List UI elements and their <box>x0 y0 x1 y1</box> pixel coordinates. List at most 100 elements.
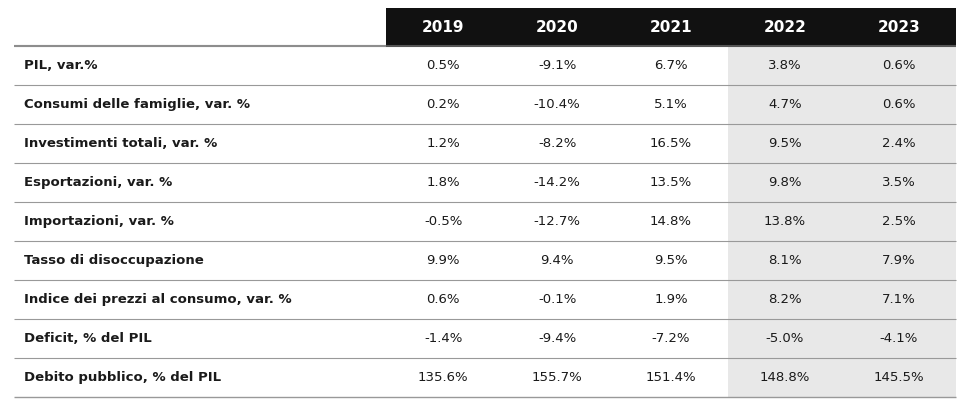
Text: 155.7%: 155.7% <box>532 371 582 384</box>
Text: 2022: 2022 <box>763 19 807 34</box>
Bar <box>728 124 842 163</box>
Text: Importazioni, var. %: Importazioni, var. % <box>24 215 174 228</box>
Bar <box>728 202 842 241</box>
Bar <box>500 124 614 163</box>
Text: -9.4%: -9.4% <box>538 332 576 345</box>
Text: 3.8%: 3.8% <box>768 59 802 72</box>
Text: 16.5%: 16.5% <box>650 137 692 150</box>
Text: Indice dei prezzi al consumo, var. %: Indice dei prezzi al consumo, var. % <box>24 293 292 306</box>
Bar <box>387 241 500 280</box>
Text: 0.6%: 0.6% <box>426 293 460 306</box>
Bar <box>500 202 614 241</box>
Bar <box>500 163 614 202</box>
Bar <box>614 241 728 280</box>
Text: 9.5%: 9.5% <box>768 137 802 150</box>
Text: -0.1%: -0.1% <box>538 293 576 306</box>
Bar <box>614 202 728 241</box>
Bar <box>842 163 956 202</box>
Text: PIL, var.%: PIL, var.% <box>24 59 97 72</box>
Text: 5.1%: 5.1% <box>655 98 688 111</box>
Bar <box>728 8 842 46</box>
Text: Investimenti totali, var. %: Investimenti totali, var. % <box>24 137 217 150</box>
Bar <box>728 163 842 202</box>
Bar <box>614 85 728 124</box>
Bar <box>14 8 387 46</box>
Text: 148.8%: 148.8% <box>760 371 810 384</box>
Text: -0.5%: -0.5% <box>424 215 463 228</box>
Text: 1.9%: 1.9% <box>655 293 688 306</box>
Text: 13.8%: 13.8% <box>763 215 806 228</box>
Text: 0.5%: 0.5% <box>426 59 460 72</box>
Bar <box>842 319 956 358</box>
Text: -10.4%: -10.4% <box>534 98 580 111</box>
Bar <box>728 46 842 85</box>
Text: Consumi delle famiglie, var. %: Consumi delle famiglie, var. % <box>24 98 250 111</box>
Text: 9.4%: 9.4% <box>540 254 574 267</box>
Bar <box>500 241 614 280</box>
Text: -5.0%: -5.0% <box>765 332 804 345</box>
Bar <box>14 163 387 202</box>
Text: 2021: 2021 <box>650 19 692 34</box>
Bar <box>614 124 728 163</box>
Bar <box>387 202 500 241</box>
Text: 8.1%: 8.1% <box>768 254 802 267</box>
Bar <box>387 358 500 397</box>
Text: 2019: 2019 <box>422 19 465 34</box>
Bar <box>614 46 728 85</box>
Text: Deficit, % del PIL: Deficit, % del PIL <box>24 332 151 345</box>
Text: 2.4%: 2.4% <box>882 137 916 150</box>
Text: 0.6%: 0.6% <box>882 59 916 72</box>
Text: -8.2%: -8.2% <box>538 137 576 150</box>
Text: -9.1%: -9.1% <box>538 59 576 72</box>
Bar <box>14 319 387 358</box>
Bar <box>14 85 387 124</box>
Bar <box>387 85 500 124</box>
Text: 1.8%: 1.8% <box>426 176 460 189</box>
Text: 7.9%: 7.9% <box>882 254 916 267</box>
Bar <box>387 46 500 85</box>
Text: 9.9%: 9.9% <box>426 254 460 267</box>
Text: 151.4%: 151.4% <box>646 371 696 384</box>
Text: Tasso di disoccupazione: Tasso di disoccupazione <box>24 254 203 267</box>
Bar <box>842 241 956 280</box>
Bar <box>614 280 728 319</box>
Text: -12.7%: -12.7% <box>533 215 580 228</box>
Text: 3.5%: 3.5% <box>882 176 916 189</box>
Bar <box>728 280 842 319</box>
Bar <box>387 8 500 46</box>
Bar <box>500 319 614 358</box>
Text: 135.6%: 135.6% <box>417 371 469 384</box>
Bar <box>728 85 842 124</box>
Bar <box>728 319 842 358</box>
Bar <box>614 8 728 46</box>
Bar <box>614 319 728 358</box>
Text: 0.6%: 0.6% <box>882 98 916 111</box>
Text: 0.2%: 0.2% <box>426 98 460 111</box>
Bar <box>500 280 614 319</box>
Bar <box>842 202 956 241</box>
Text: 9.5%: 9.5% <box>655 254 688 267</box>
Text: 4.7%: 4.7% <box>768 98 802 111</box>
Bar <box>728 241 842 280</box>
Text: 2.5%: 2.5% <box>882 215 916 228</box>
Bar <box>387 319 500 358</box>
Text: Debito pubblico, % del PIL: Debito pubblico, % del PIL <box>24 371 221 384</box>
Bar <box>842 85 956 124</box>
Text: 9.8%: 9.8% <box>768 176 802 189</box>
Text: 6.7%: 6.7% <box>655 59 688 72</box>
Text: 7.1%: 7.1% <box>882 293 916 306</box>
Text: -14.2%: -14.2% <box>534 176 580 189</box>
Bar <box>500 8 614 46</box>
Bar <box>842 358 956 397</box>
Bar <box>842 280 956 319</box>
Bar <box>14 46 387 85</box>
Bar <box>500 358 614 397</box>
Bar <box>842 46 956 85</box>
Bar <box>14 202 387 241</box>
Text: 145.5%: 145.5% <box>873 371 924 384</box>
Bar <box>387 280 500 319</box>
Text: 2020: 2020 <box>536 19 578 34</box>
Text: 1.2%: 1.2% <box>426 137 460 150</box>
Text: -7.2%: -7.2% <box>652 332 690 345</box>
Bar <box>842 8 956 46</box>
